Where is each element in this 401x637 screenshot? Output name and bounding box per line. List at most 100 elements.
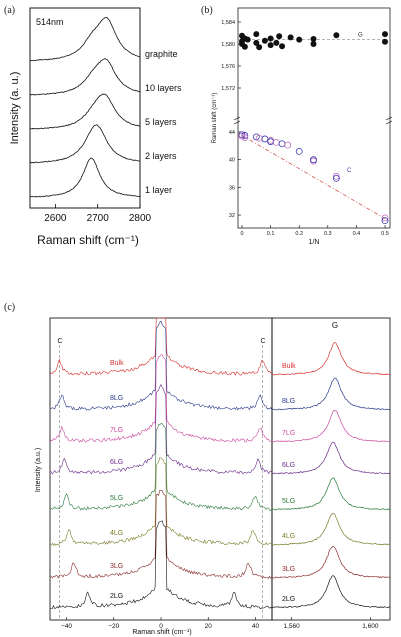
- panel-b-c-point: [284, 141, 292, 149]
- panel-c-left-x-tick-1: −20: [108, 623, 119, 630]
- panel-b-x-tick-3: 0.3: [324, 231, 332, 237]
- panel-c-series-label-left: 7LG: [110, 427, 123, 434]
- panel-c-left-x-tick-3: 20: [205, 623, 213, 630]
- panel-c-left-x-tick-4: 40: [252, 623, 260, 630]
- panel-b-c-point: [278, 140, 286, 148]
- panel-b-g-point: [244, 36, 251, 43]
- panel-a-x-label: Raman shift (cm⁻¹): [37, 233, 139, 247]
- panel-c-series-label-right: 2LG: [282, 596, 295, 603]
- panel-a-tag: (a): [4, 5, 15, 16]
- panel-b-lower-y-tick-2: 36: [229, 185, 235, 191]
- panel-b-c-point: [381, 214, 389, 222]
- panel-a-annotation: 514nm: [36, 17, 64, 27]
- panel-b-g-point: [241, 43, 248, 50]
- panel-b-break-right: [385, 116, 393, 125]
- panel-b-g-point: [253, 31, 260, 38]
- panel-c-lowfreq-curve: [49, 354, 273, 443]
- panel-b-g-point: [296, 36, 303, 43]
- panel-c-g-curve: [271, 342, 391, 376]
- panel-a-series-label-1: 10 layers: [145, 83, 182, 93]
- panel-b-g-point: [287, 34, 294, 41]
- panel-b-c-point: [332, 172, 340, 180]
- panel-c-series-label-left: 8LG: [110, 395, 123, 402]
- panel-b-x-tick-4: 0.4: [353, 231, 361, 237]
- panel-b-g-point: [273, 39, 280, 46]
- panel-b-c-point: [241, 134, 249, 141]
- panel-c-tag: (c): [4, 302, 15, 313]
- panel-b-c-point: [310, 156, 317, 164]
- panel-b-c-label: C: [347, 168, 352, 174]
- panel-b-x-tick-1: 0.1: [267, 231, 275, 237]
- panel-c-series-label-left: 2LG: [110, 593, 123, 600]
- panel-c-g-curve: [271, 512, 391, 546]
- panel-b-g-point: [382, 31, 388, 38]
- panel-b-x-label: 1/N: [309, 239, 320, 246]
- panel-b-lower-y-tick-3: 32: [229, 213, 235, 219]
- panel-c-g-curve: [271, 377, 391, 411]
- panel-a-curve-1: [29, 58, 141, 96]
- panel-b-lower-y-tick-1: 40: [229, 158, 235, 164]
- panel-c-left-x-tick-2: 0: [159, 623, 163, 630]
- panel-c-lowfreq-curve: [49, 423, 273, 511]
- panel-b-g-point: [276, 33, 283, 40]
- panel-c-lowfreq-curve: [49, 317, 273, 376]
- panel-c-series-label-right: 7LG: [282, 430, 295, 437]
- panel-a-x-tick-0: 2600: [44, 213, 67, 224]
- panel-b-c-point: [295, 147, 303, 155]
- panel-c-series-label-left: 3LG: [110, 563, 123, 570]
- panel-b-c-point: [261, 135, 269, 143]
- panel-b-g-point: [267, 35, 274, 42]
- panel-c-series-label-left: 5LG: [110, 495, 123, 502]
- panel-c-series-label-right: 5LG: [282, 498, 295, 505]
- panel-b-g-point: [279, 43, 286, 50]
- panel-a-curve-4: [29, 157, 141, 198]
- panel-a-series-label-3: 2 layers: [145, 151, 177, 161]
- panel-c-series-label-left: Bulk: [110, 360, 124, 367]
- panel-b-g-point: [256, 44, 263, 51]
- panel-b-c-point: [310, 157, 317, 165]
- panel-b-x-tick-5: 0.5: [381, 231, 389, 237]
- panel-b-g-point: [310, 41, 317, 47]
- panel-c-left-x-tick-0: −40: [61, 623, 72, 630]
- panel-b-upper-y-tick-2: 1,576: [221, 64, 235, 70]
- panel-c-right-x-tick-0: 1,560: [284, 623, 301, 630]
- panel-a-curve-2: [29, 93, 141, 130]
- panel-b-x-tick-0: 0: [240, 231, 243, 237]
- panel-a-series-label-4: 1 layer: [145, 185, 172, 195]
- panel-a: 514nm Intensity (a. u.) Raman shift (cm⁻…: [9, 7, 182, 247]
- panel-c-g-curve: [271, 441, 391, 475]
- panel-b-g-point: [310, 36, 317, 43]
- panel-c-y-label: Intensity (a.u.): [35, 448, 42, 492]
- panel-a-frame: [29, 7, 141, 209]
- panel-a-x-tick-2: 2800: [129, 213, 152, 224]
- panel-b-upper-y-tick-0: 1,584: [221, 20, 235, 26]
- panel-b: Raman shift (cm⁻¹) 1/N 1,584 1,580 1,576 1,…: [212, 7, 393, 246]
- panel-a-curve-3: [29, 124, 141, 164]
- panel-c-g-curve: [271, 575, 391, 609]
- panel-c-series-label-right: Bulk: [282, 363, 296, 370]
- panel-b-c-point: [267, 136, 275, 144]
- panel-c-series-label-left: 4LG: [110, 530, 123, 537]
- panel-c-lowfreq-curve: [49, 457, 273, 547]
- panel-c-series-label-right: 3LG: [282, 566, 295, 573]
- panel-c-series-label-right: 6LG: [282, 462, 295, 469]
- panel-b-g-point: [267, 42, 274, 49]
- panel-c-g-curve: [271, 410, 391, 443]
- panel-b-c-fit: [241, 135, 386, 219]
- panel-b-break-left: [233, 116, 241, 125]
- panel-c: Intensity (a.u.) Raman shift (cm⁻¹) C C G B…: [35, 317, 391, 636]
- panel-b-c-point: [272, 138, 280, 146]
- panel-c-g-curve: [271, 546, 391, 579]
- panel-c-g-label: G: [332, 321, 338, 330]
- panel-b-g-point: [333, 32, 340, 39]
- panel-b-upper-y-tick-1: 1,580: [221, 42, 235, 48]
- panel-b-upper-y-tick-3: 1,572: [221, 86, 235, 92]
- panel-a-curve-0: [29, 16, 141, 62]
- panel-b-g-label: G: [358, 33, 363, 39]
- panel-b-lower-y-tick-0: 44: [229, 130, 235, 136]
- panel-c-lowfreq-curve: [49, 520, 273, 610]
- panel-c-lowfreq-curve: [49, 383, 273, 475]
- panel-b-c-point: [267, 138, 275, 146]
- panel-c-right-x-tick-1: 1,600: [362, 623, 379, 630]
